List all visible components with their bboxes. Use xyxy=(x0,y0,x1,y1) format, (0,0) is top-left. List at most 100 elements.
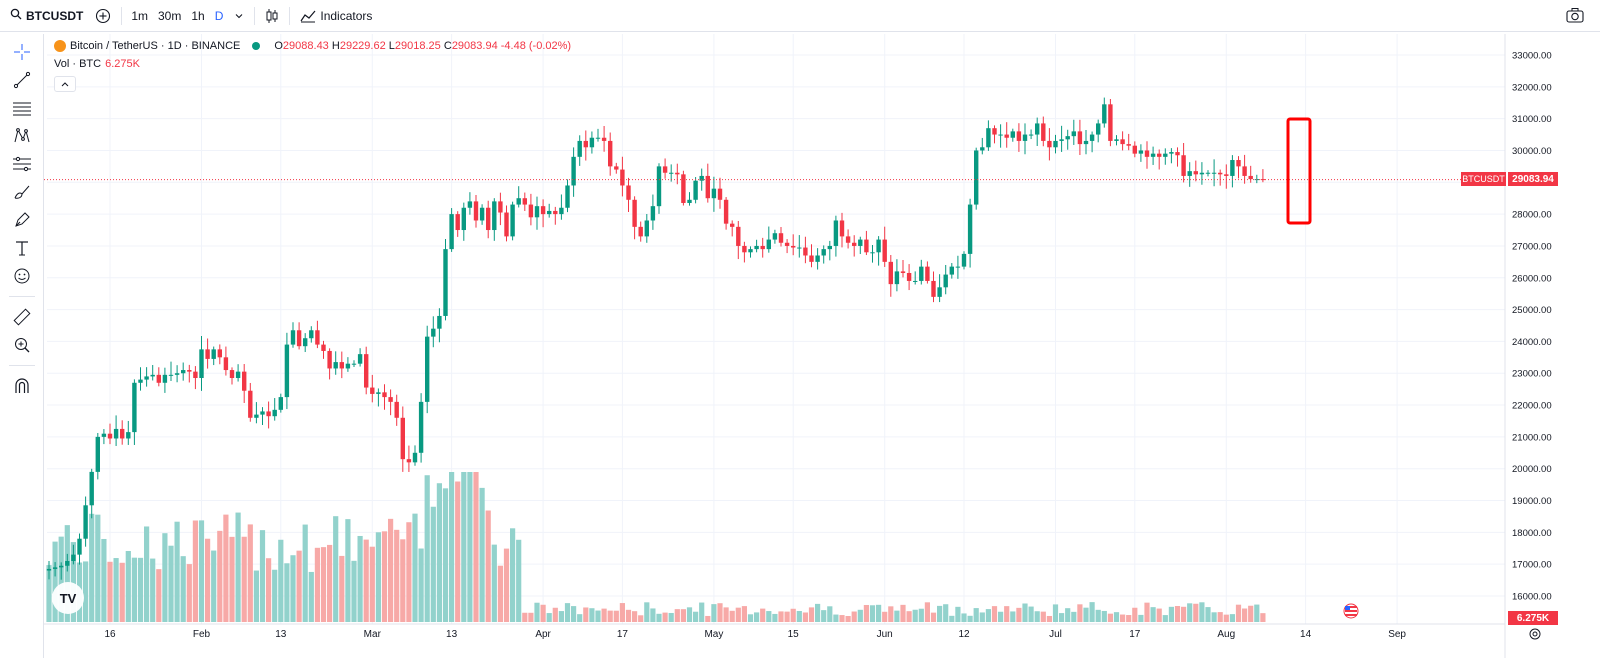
volume-bar xyxy=(900,604,906,622)
magnet-tool[interactable] xyxy=(0,372,44,400)
snapshot-button[interactable] xyxy=(1566,7,1584,26)
candle-body xyxy=(1187,171,1192,176)
volume-bar xyxy=(1071,611,1077,622)
gear-icon[interactable] xyxy=(1529,628,1541,640)
toolbar-divider xyxy=(9,296,35,297)
candle-body xyxy=(388,397,393,402)
trend-line-tool[interactable] xyxy=(0,66,44,94)
pattern-tool[interactable] xyxy=(0,122,44,150)
chart-type-button[interactable] xyxy=(259,0,285,32)
candle-body xyxy=(400,417,405,460)
interval-dropdown-button[interactable] xyxy=(228,0,250,32)
pen-tool[interactable] xyxy=(0,206,44,234)
candle-body xyxy=(772,233,778,240)
brush-tool[interactable] xyxy=(0,178,44,206)
volume-bar xyxy=(1181,606,1187,622)
volume-bar xyxy=(284,563,290,622)
volume-bar xyxy=(1138,614,1144,622)
volume-bar xyxy=(363,539,369,622)
collapse-legend-button[interactable] xyxy=(54,76,76,92)
volume-bar xyxy=(833,614,839,622)
candle-body xyxy=(705,175,710,199)
candle-body xyxy=(1041,123,1046,141)
candle-body xyxy=(620,169,625,186)
volume-bar xyxy=(320,547,327,622)
volume-bar xyxy=(558,611,564,622)
price-chart[interactable]: 33000.0032000.0031000.0030000.0029000.00… xyxy=(44,34,1600,658)
volume-bar xyxy=(1113,612,1120,622)
volume-bar xyxy=(229,536,235,622)
volume-bar xyxy=(211,550,217,622)
zoom-in-tool[interactable] xyxy=(0,331,44,359)
symbol-search-button[interactable]: BTCUSDT xyxy=(0,0,89,32)
candle-body xyxy=(913,280,918,282)
candle-body xyxy=(168,374,174,376)
compare-symbol-button[interactable] xyxy=(89,0,117,32)
price-axis[interactable]: 33000.0032000.0031000.0030000.0029000.00… xyxy=(1512,51,1552,603)
candle-body xyxy=(693,180,698,200)
volume-bar xyxy=(1132,607,1138,622)
candle-body xyxy=(925,266,930,281)
time-axis[interactable]: 16 Feb 13 Mar 13 Apr 17 May 15 Jun 12 Jul 17 Aug 14 Sep xyxy=(104,629,1406,640)
candle-body xyxy=(467,201,473,208)
candle-body xyxy=(943,274,948,288)
interval-1d[interactable]: D xyxy=(214,8,224,23)
volume-bar xyxy=(290,555,296,622)
volume-bar xyxy=(351,560,357,622)
emoji-tool[interactable] xyxy=(0,262,44,290)
last-price-tag xyxy=(1508,172,1558,186)
projection-tool[interactable] xyxy=(0,150,44,178)
candle-body xyxy=(193,371,198,379)
candle-body xyxy=(760,245,765,250)
volume-bar xyxy=(937,605,943,622)
volume-bar xyxy=(503,548,510,622)
candle-body xyxy=(717,188,723,200)
candle-body xyxy=(540,206,546,215)
interval-30m[interactable]: 30m xyxy=(158,8,182,23)
tradingview-logo[interactable]: TV xyxy=(52,582,84,614)
interval-1h[interactable]: 1h xyxy=(191,8,205,23)
volume-bar xyxy=(436,483,442,622)
volume-bar xyxy=(314,547,320,622)
candle-body xyxy=(858,239,863,246)
candle-body xyxy=(821,249,826,256)
candle-body xyxy=(498,201,503,213)
candle-body xyxy=(406,459,412,463)
candle-body xyxy=(961,253,967,267)
candle-body xyxy=(565,185,570,208)
candle-body xyxy=(870,252,875,254)
volume-bar xyxy=(1162,615,1168,622)
time-tick-label: 13 xyxy=(275,629,287,640)
text-tool[interactable] xyxy=(0,234,44,262)
volume-bar xyxy=(766,611,772,622)
volume-bar xyxy=(949,615,955,622)
candle-body xyxy=(382,392,387,398)
crosshair-tool[interactable] xyxy=(0,38,44,66)
volume-label[interactable]: Vol · BTC xyxy=(54,58,102,70)
candle-body xyxy=(431,328,436,337)
top-toolbar: BTCUSDT 1m 30m 1h D Indicators xyxy=(0,0,1600,32)
candle-body xyxy=(321,344,326,351)
volume-bar xyxy=(473,472,479,622)
us-flag-event-icon[interactable] xyxy=(1343,603,1359,619)
candle-body xyxy=(1236,160,1241,167)
volume-bar xyxy=(784,611,790,622)
volume-bar xyxy=(589,608,595,622)
candle-body xyxy=(174,373,180,375)
candle-body xyxy=(364,354,369,388)
toolbar-divider xyxy=(121,6,123,25)
measure-tool[interactable] xyxy=(0,303,44,331)
crosshair-icon xyxy=(14,44,30,60)
candle-body xyxy=(1022,134,1028,141)
interval-1m[interactable]: 1m xyxy=(131,8,148,23)
indicators-button[interactable]: Indicators xyxy=(294,0,378,32)
volume-bar xyxy=(1199,602,1205,622)
volume-bar xyxy=(180,556,186,622)
candle-body xyxy=(1083,140,1089,145)
volume-bar xyxy=(400,539,406,622)
horizontal-lines-tool[interactable] xyxy=(0,94,44,122)
candle-body xyxy=(955,266,961,268)
volume-bar xyxy=(674,609,680,622)
candle-body xyxy=(1071,131,1076,137)
symbol-title[interactable]: Bitcoin / TetherUS · 1D · BINANCE xyxy=(70,40,241,52)
